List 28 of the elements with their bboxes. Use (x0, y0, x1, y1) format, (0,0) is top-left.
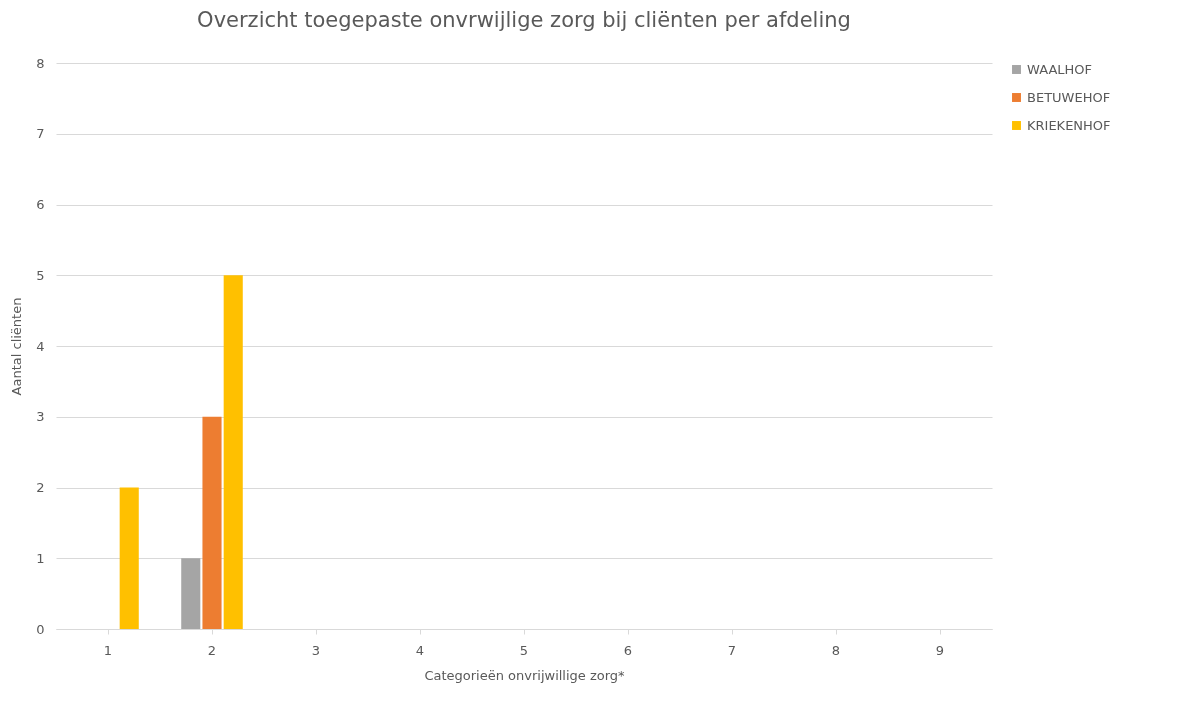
legend-label: KRIEKENHOF (1027, 117, 1111, 133)
x-tick-label: 3 (311, 642, 321, 658)
x-tick-label: 5 (519, 642, 529, 658)
y-tick-label: 6 (36, 197, 45, 212)
y-tick-label: 4 (36, 338, 45, 354)
x-tick-label: 1 (103, 642, 113, 658)
y-tick-label: 1 (36, 550, 45, 566)
y-tick-label: 3 (36, 409, 45, 425)
y-tick-label: 7 (36, 126, 45, 142)
legend-label: BETUWEHOF (1027, 89, 1111, 105)
chart-title: Overzicht toegepaste onvrwijlige zorg bij cliënten per afdeling (197, 8, 851, 32)
x-tick-label: 8 (831, 642, 841, 658)
x-tick-label: 7 (727, 642, 737, 658)
x-tick-label: 6 (623, 642, 633, 658)
bar (223, 275, 243, 629)
x-tick-label: 4 (415, 642, 425, 658)
y-tick-label: 8 (36, 55, 45, 71)
x-axis-title: Categorieën onvrijwillige zorg* (424, 667, 626, 683)
y-axis-title: Aantal cliënten (9, 297, 25, 396)
y-tick-label: 5 (36, 267, 45, 283)
legend-label: WAALHOF (1027, 61, 1093, 77)
x-tick-label: 9 (935, 642, 945, 658)
bar (202, 416, 222, 629)
y-tick-label: 2 (36, 480, 45, 495)
bar (181, 558, 201, 629)
x-tick-label: 2 (207, 642, 217, 658)
bar (119, 487, 139, 629)
y-tick-label: 0 (36, 621, 45, 637)
